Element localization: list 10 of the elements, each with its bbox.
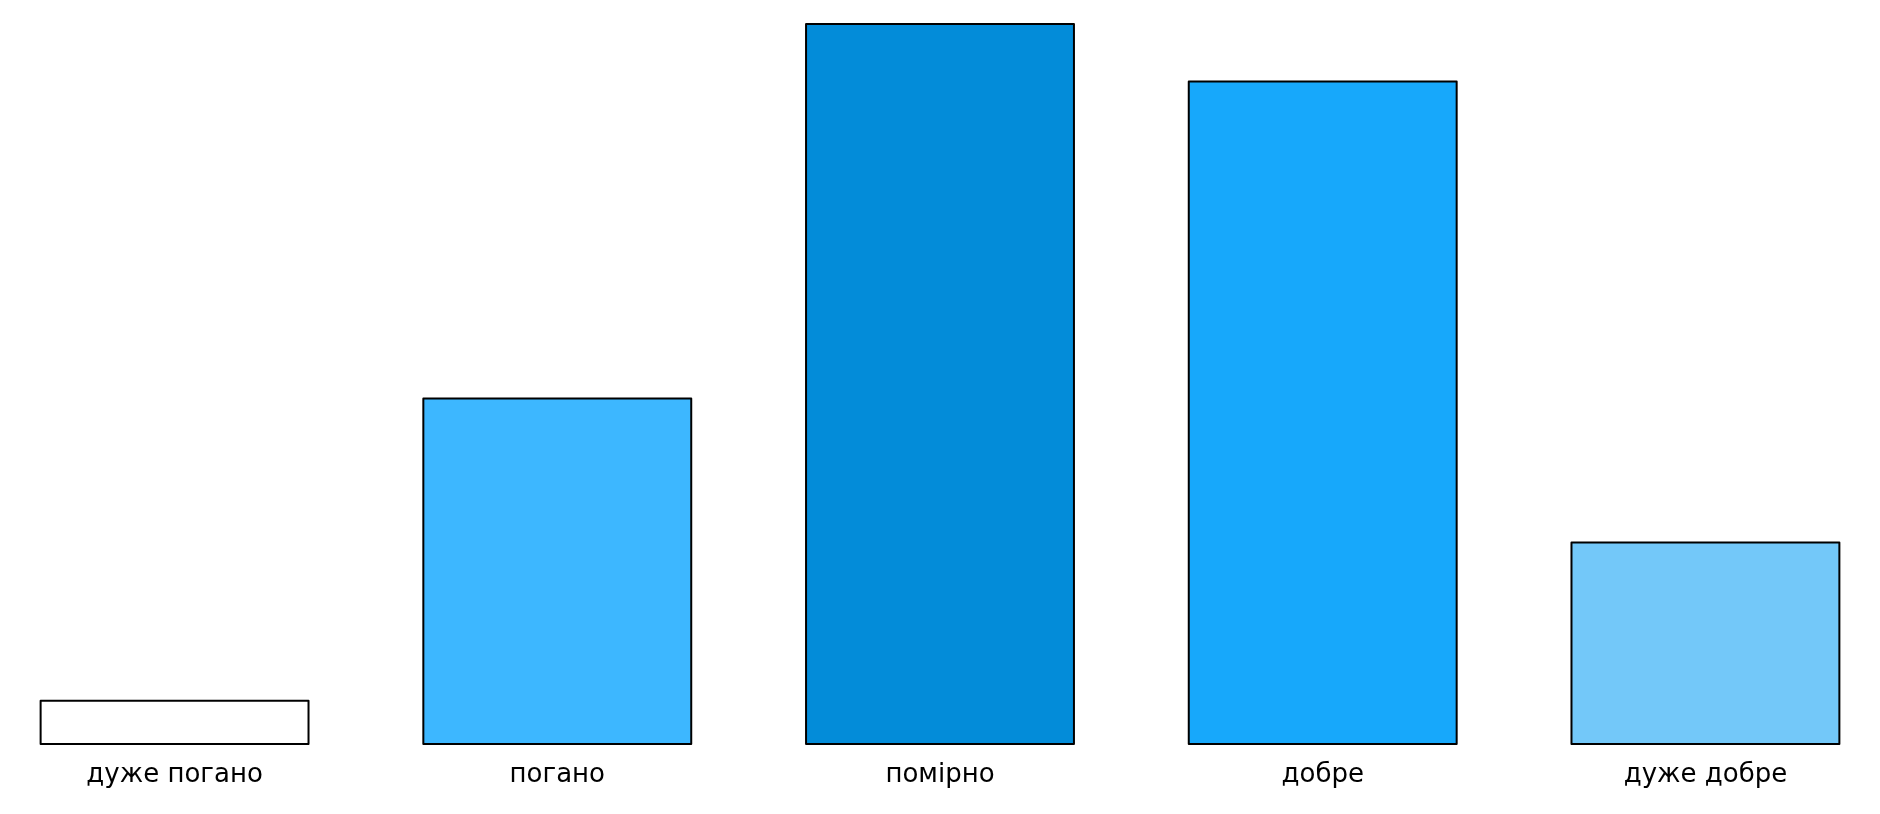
x-tick-label: дуже погано bbox=[86, 758, 263, 789]
bar bbox=[422, 397, 693, 745]
x-tick-label: погано bbox=[509, 758, 605, 789]
bar bbox=[805, 23, 1075, 745]
bar bbox=[1570, 541, 1841, 745]
x-tick-label: дуже добре bbox=[1623, 758, 1788, 789]
bar bbox=[39, 699, 310, 745]
bar bbox=[1187, 80, 1458, 745]
x-tick-label: помірно bbox=[885, 758, 995, 789]
x-tick-label: добре bbox=[1281, 758, 1364, 789]
